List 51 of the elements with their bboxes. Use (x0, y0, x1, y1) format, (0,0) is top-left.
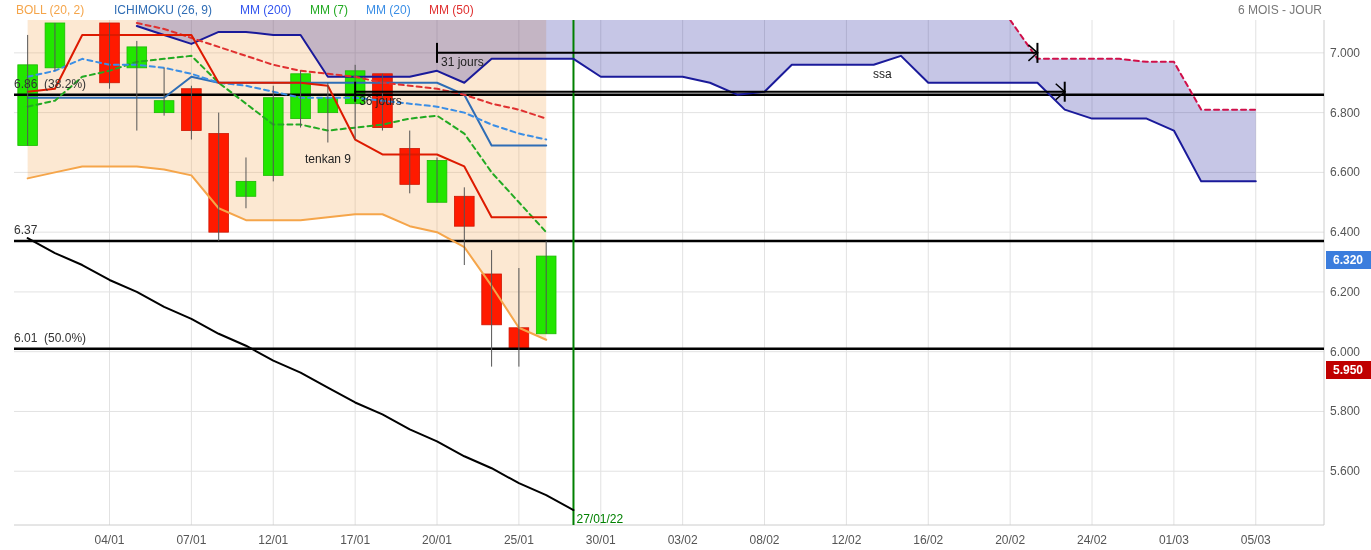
text: ICHIMOKU (26, 9) (114, 3, 213, 17)
text: MM (20) (366, 3, 411, 17)
text: 27/01/22 (576, 512, 624, 526)
candlestick (263, 85, 284, 182)
annotation: ssa (873, 67, 892, 81)
x-tick-label: 03/02 (667, 533, 698, 547)
x-tick-label: 01/03 (1158, 533, 1190, 547)
chart-subtitle: 6 MOIS - JOUR (1237, 3, 1323, 17)
candlestick (399, 130, 420, 194)
x-tick-label: 25/01 (503, 533, 535, 547)
candlestick (481, 249, 502, 368)
y-tick-label: 6.800 (1329, 105, 1361, 120)
x-tick-label: 24/02 (1077, 533, 1108, 547)
text: MM (7) (310, 3, 348, 17)
text: 5.950 (1332, 363, 1364, 377)
annotation: tenkan 9 (305, 152, 352, 166)
candlestick (454, 186, 475, 266)
annotation: 31 jours (441, 54, 484, 69)
x-tick-label: 20/02 (995, 533, 1026, 547)
candlestick (235, 156, 257, 209)
candlestick (44, 22, 66, 72)
y-tick-label: 7.000 (1329, 45, 1361, 60)
y-tick-label: 6.400 (1329, 225, 1361, 240)
annotation: 36 jours (359, 93, 402, 108)
x-tick-label: 04/01 (94, 533, 125, 547)
text: MM (50) (429, 3, 474, 17)
y-tick-label: 5.600 (1329, 464, 1361, 479)
x-tick-label: 08/02 (749, 533, 780, 547)
y-tick-label: 6.600 (1329, 165, 1361, 180)
text: BOLL (20, 2) (16, 3, 85, 17)
candlestick (153, 67, 175, 117)
text: 6.320 (1332, 253, 1364, 267)
ref-line-label: 6.01 (50.0%) (14, 330, 87, 345)
x-tick-label: 12/01 (258, 533, 289, 547)
x-tick-label: 05/03 (1240, 533, 1272, 547)
candlestick (535, 240, 557, 335)
x-tick-label: 16/02 (913, 533, 944, 547)
y-tick-label: 5.800 (1329, 404, 1361, 419)
legend-label: MM (200) (240, 3, 292, 17)
line-series (1009, 20, 1257, 111)
x-tick-label: 07/01 (176, 533, 207, 547)
ref-line-label: 6.37 (14, 223, 38, 238)
x-tick-label: 20/01 (422, 533, 453, 547)
x-tick-label: 12/02 (831, 533, 862, 547)
y-tick-label: 6.000 (1329, 344, 1361, 359)
candlestick (208, 112, 229, 242)
candlestick (181, 85, 202, 141)
y-tick-label: 6.200 (1329, 284, 1361, 299)
candlestick (99, 22, 120, 90)
x-tick-label: 17/01 (340, 533, 371, 547)
x-tick-label: 30/01 (585, 533, 617, 547)
